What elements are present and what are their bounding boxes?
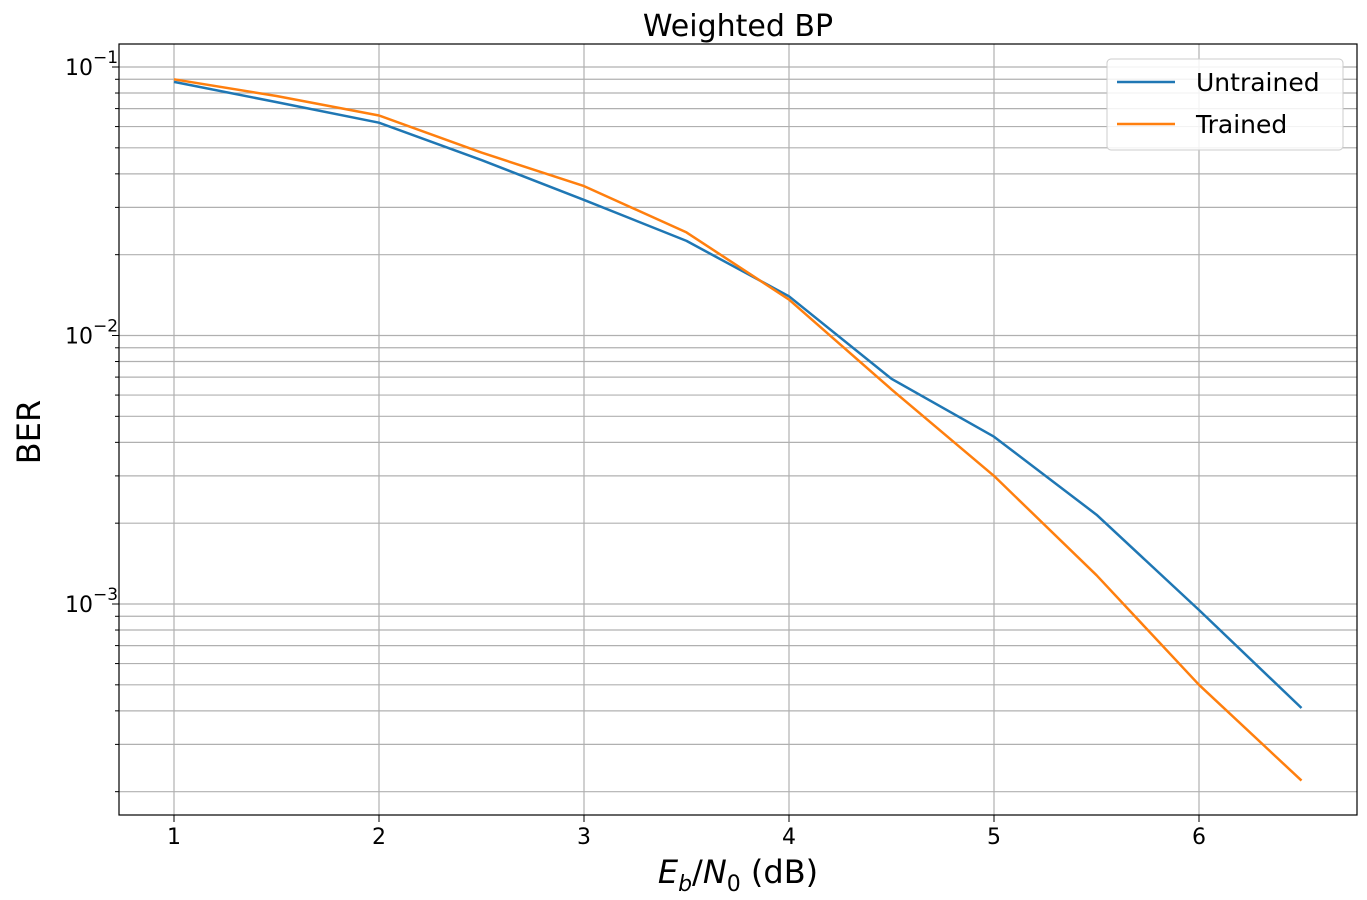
y-tick-label: 10−2 xyxy=(65,317,118,350)
x-tick-label: 4 xyxy=(782,825,796,850)
x-tick-label: 1 xyxy=(167,825,181,850)
series-lines xyxy=(173,78,1303,782)
series-untrained-line xyxy=(173,80,1303,709)
y-tick-label: 10−3 xyxy=(65,585,118,618)
legend-trained-label: Trained xyxy=(1195,110,1287,139)
svg-text:Eb/N0 (dB): Eb/N0 (dB) xyxy=(658,853,818,897)
series-trained-line xyxy=(173,78,1303,782)
legend: Untrained Trained xyxy=(1106,58,1344,151)
chart-title: Weighted BP xyxy=(643,9,833,44)
x-axis-label: Eb/N0 (dB) xyxy=(658,853,818,897)
legend-untrained-label: Untrained xyxy=(1196,68,1320,97)
y-tick-label: 10−1 xyxy=(65,48,118,81)
x-tick-label: 5 xyxy=(987,825,1001,850)
x-tick-label: 3 xyxy=(577,825,591,850)
axis-ticks: 10−3 10−2 10−1 1 2 3 4 5 6 xyxy=(65,48,1206,850)
plot-frame xyxy=(118,43,1358,816)
x-tick-label: 6 xyxy=(1192,825,1206,850)
grid xyxy=(119,44,1357,815)
y-axis-label: BER xyxy=(10,400,48,464)
x-tick-label: 2 xyxy=(372,825,386,850)
